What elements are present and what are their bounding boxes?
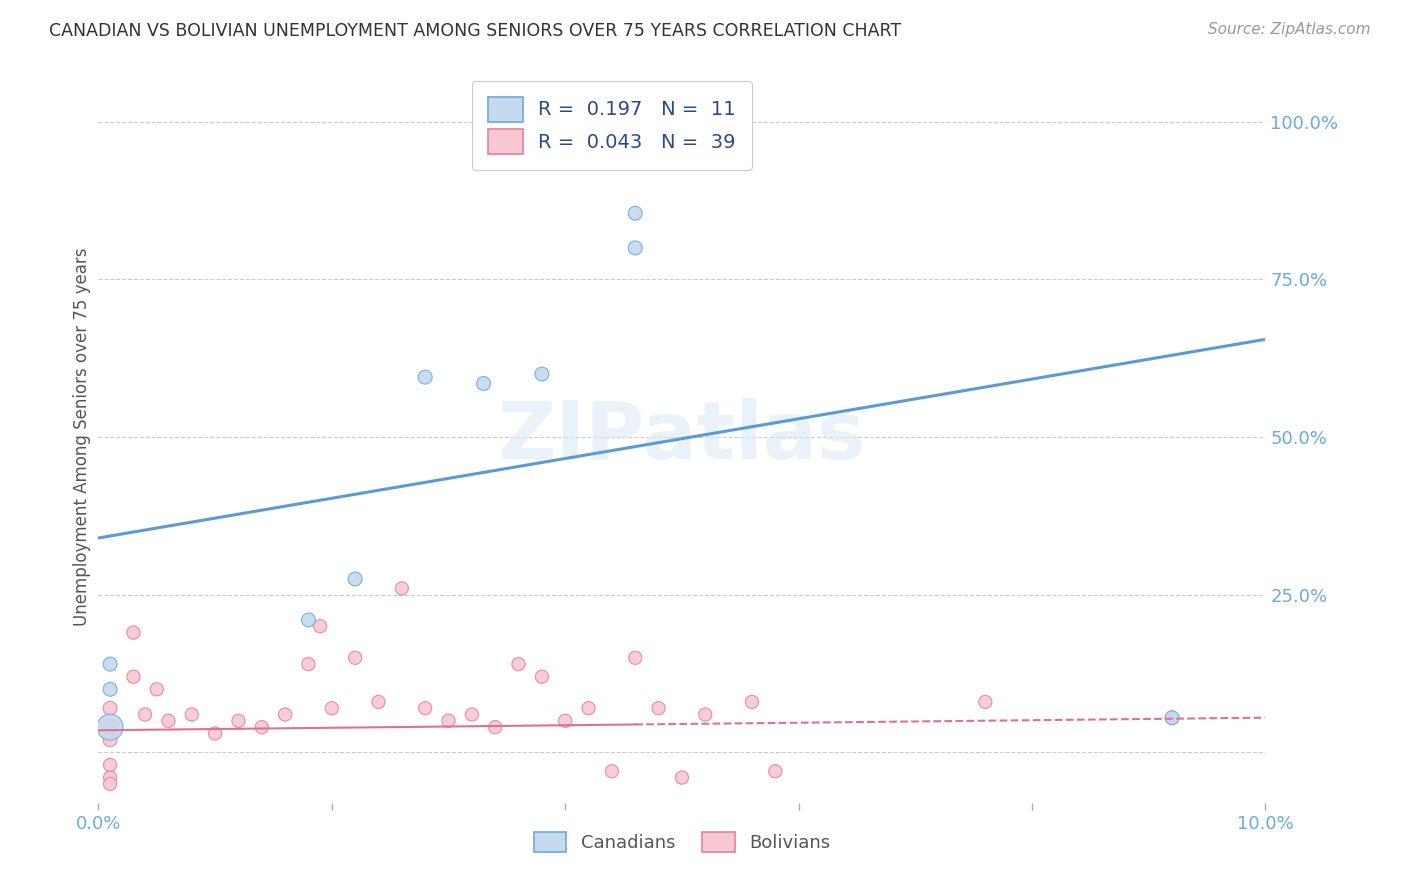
Point (1161, 711, 1184, 725)
Point (309, 619, 332, 633)
Point (180, 707, 202, 722)
Point (695, 707, 717, 722)
Point (321, 701, 343, 715)
Point (204, 726, 226, 740)
Point (554, 714, 576, 728)
Point (578, 701, 600, 715)
Point (484, 720, 506, 734)
Point (122, 625, 145, 640)
Point (530, 367, 553, 381)
Point (297, 657, 319, 671)
Point (600, 764, 623, 779)
Point (530, 670, 553, 684)
Point (98, 720, 121, 734)
Point (508, 657, 530, 671)
Point (98, 682, 121, 697)
Legend: Canadians, Bolivians: Canadians, Bolivians (526, 824, 838, 860)
Point (98, 777, 121, 791)
Point (461, 707, 484, 722)
Point (157, 714, 180, 728)
Point (98, 657, 121, 671)
Point (344, 572, 367, 586)
Point (437, 714, 460, 728)
Point (98, 732, 121, 747)
Point (624, 241, 647, 255)
Text: Source: ZipAtlas.com: Source: ZipAtlas.com (1208, 22, 1371, 37)
Point (472, 376, 495, 391)
Point (274, 707, 297, 722)
Point (974, 695, 997, 709)
Point (98, 758, 121, 772)
Point (671, 771, 693, 785)
Point (391, 582, 413, 596)
Point (297, 613, 319, 627)
Text: ZIPatlas: ZIPatlas (498, 398, 866, 476)
Point (146, 682, 169, 697)
Point (647, 701, 669, 715)
Point (624, 206, 647, 220)
Point (250, 720, 273, 734)
Point (367, 695, 389, 709)
Point (98, 701, 121, 715)
Point (741, 695, 763, 709)
Point (763, 764, 786, 779)
Point (98, 771, 121, 785)
Text: CANADIAN VS BOLIVIAN UNEMPLOYMENT AMONG SENIORS OVER 75 YEARS CORRELATION CHART: CANADIAN VS BOLIVIAN UNEMPLOYMENT AMONG … (49, 22, 901, 40)
Point (624, 650, 647, 665)
Point (344, 650, 367, 665)
Point (228, 714, 250, 728)
Point (122, 670, 145, 684)
Point (134, 707, 156, 722)
Y-axis label: Unemployment Among Seniors over 75 years: Unemployment Among Seniors over 75 years (73, 248, 91, 626)
Point (98, 720, 121, 734)
Point (413, 701, 436, 715)
Point (1161, 711, 1184, 725)
Point (413, 370, 436, 384)
